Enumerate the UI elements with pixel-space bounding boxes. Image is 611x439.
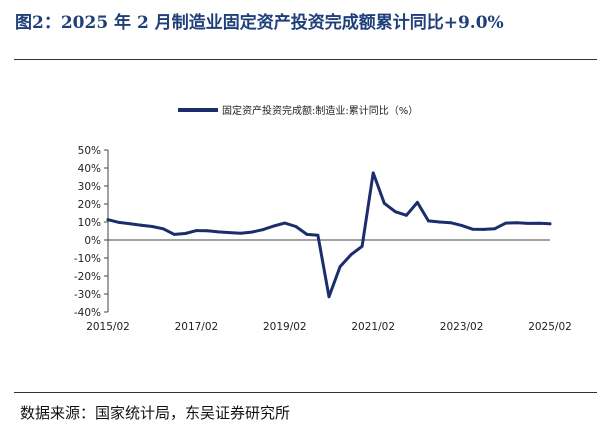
x-tick-label: 2015/02 <box>86 321 130 333</box>
data-point <box>338 265 342 268</box>
data-point <box>360 244 364 248</box>
y-tick-label: -40% <box>74 307 101 319</box>
x-tick-labels: 2015/02 2017/02 2019/02 2021/02 2023/02 2025/… <box>86 321 572 333</box>
top-rule <box>14 59 597 60</box>
data-point <box>150 225 154 228</box>
data-point <box>272 224 276 228</box>
plot-area <box>106 171 552 299</box>
data-point <box>172 233 176 236</box>
data-point <box>228 231 232 235</box>
data-point <box>405 213 408 217</box>
data-point <box>206 229 209 233</box>
data-point <box>128 222 132 226</box>
data-point <box>393 210 397 214</box>
x-tick-label: 2025/02 <box>528 321 572 333</box>
data-point <box>161 227 165 231</box>
x-tick-label: 2021/02 <box>351 321 395 333</box>
y-tick-label: -10% <box>74 253 101 265</box>
data-point <box>195 229 198 233</box>
x-tick-label: 2019/02 <box>263 321 307 333</box>
data-point <box>294 225 298 228</box>
y-tick-label: 20% <box>78 199 101 211</box>
chart-axes <box>107 150 550 312</box>
x-tick-label: 2023/02 <box>440 321 484 333</box>
data-point <box>183 232 187 235</box>
data-point <box>250 230 254 234</box>
data-point <box>449 221 452 225</box>
y-tick-label: 40% <box>78 163 101 175</box>
data-point <box>438 220 441 224</box>
figure-title: 图2：2025 年 2 月制造业固定资产投资完成额累计同比+9.0% <box>15 13 504 33</box>
bottom-rule <box>14 392 597 393</box>
data-point <box>239 231 243 235</box>
y-tick-label: 0% <box>84 235 101 247</box>
data-point <box>515 221 519 225</box>
data-point <box>416 201 419 204</box>
data-point <box>316 233 320 237</box>
data-point <box>471 227 474 231</box>
data-point <box>504 221 508 225</box>
data-point <box>327 295 331 299</box>
y-tick-label: -30% <box>74 289 101 301</box>
data-point <box>427 219 430 223</box>
data-point <box>217 230 220 234</box>
source-note: 数据来源：国家统计局，东吴证券研究所 <box>20 404 291 422</box>
data-point <box>283 221 287 225</box>
legend-label: 固定资产投资完成额:制造业:累计同比（%） <box>222 104 418 117</box>
data-point <box>261 228 265 232</box>
data-point <box>305 233 309 236</box>
data-point <box>548 222 552 226</box>
chart-legend: 固定资产投资完成额:制造业:累计同比（%） <box>178 104 418 117</box>
data-point <box>482 228 486 231</box>
y-tick-label: 30% <box>78 181 101 193</box>
data-point <box>526 222 530 225</box>
data-point <box>117 221 121 224</box>
x-tick-label: 2017/02 <box>175 321 219 333</box>
data-point <box>493 227 497 231</box>
data-point <box>349 253 353 256</box>
data-point <box>537 221 541 225</box>
data-point <box>460 224 463 227</box>
y-tick-label: 50% <box>78 145 101 157</box>
data-point <box>371 171 375 175</box>
data-point <box>139 223 143 227</box>
y-tick-label: 10% <box>78 217 101 229</box>
data-point <box>106 218 110 222</box>
y-tick-label: -20% <box>74 271 101 283</box>
y-tick-labels: 50% 40% 30% 20% 10% 0% -10% -20% -30% -40% <box>74 145 108 319</box>
data-point <box>382 201 386 205</box>
